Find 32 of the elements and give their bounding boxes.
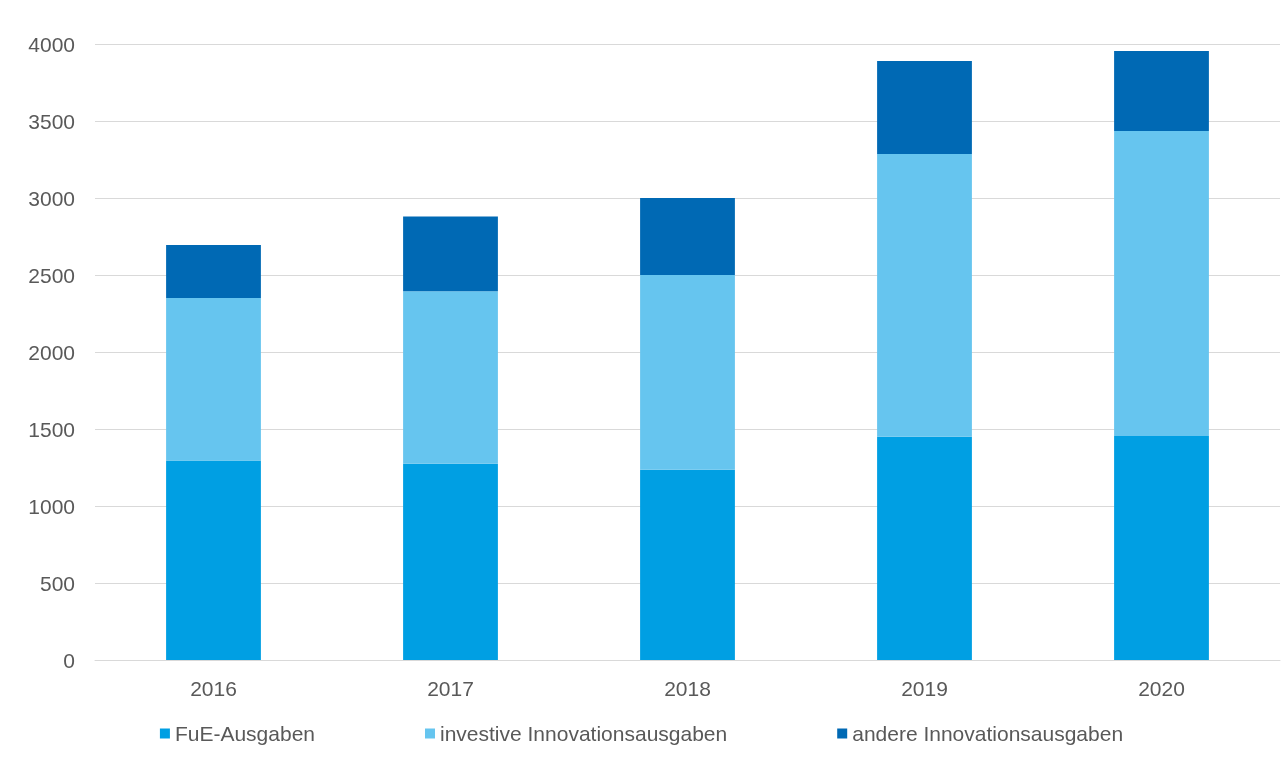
bar [877, 154, 972, 437]
bar [403, 463, 498, 660]
y-tick-label: 3000 [28, 186, 75, 210]
y-tick-label: 3500 [28, 109, 75, 133]
x-tick-label: 2016 [190, 677, 237, 700]
bar [166, 298, 261, 461]
y-tick-label: 1000 [28, 494, 75, 518]
bar [640, 275, 735, 470]
y-tick-label: 2000 [28, 340, 75, 364]
bar [166, 460, 261, 660]
x-tick-label: 2017 [427, 677, 474, 700]
legend-label: FuE-Ausgaben [174, 722, 315, 745]
bar [403, 291, 498, 464]
legend-label: andere Innovationsausgaben [852, 722, 1124, 745]
bar [403, 216, 498, 292]
y-tick-label: 2500 [28, 263, 75, 287]
bar [877, 436, 972, 660]
x-tick-label: 2020 [1138, 677, 1185, 700]
x-tick-label: 2018 [664, 677, 711, 700]
x-tick-label: 2019 [901, 677, 948, 700]
y-tick-label: 500 [39, 571, 75, 595]
bar [1114, 131, 1209, 436]
legend-label: investive Innovationsausgaben [440, 722, 728, 745]
bar [1114, 435, 1209, 660]
bar [166, 244, 261, 299]
bar [640, 198, 735, 275]
bar [640, 469, 735, 660]
bar [877, 60, 972, 155]
y-tick-label: 0 [63, 648, 75, 672]
y-tick-label: 4000 [28, 32, 75, 56]
bar [1114, 50, 1209, 132]
y-tick-label: 1500 [28, 417, 75, 441]
